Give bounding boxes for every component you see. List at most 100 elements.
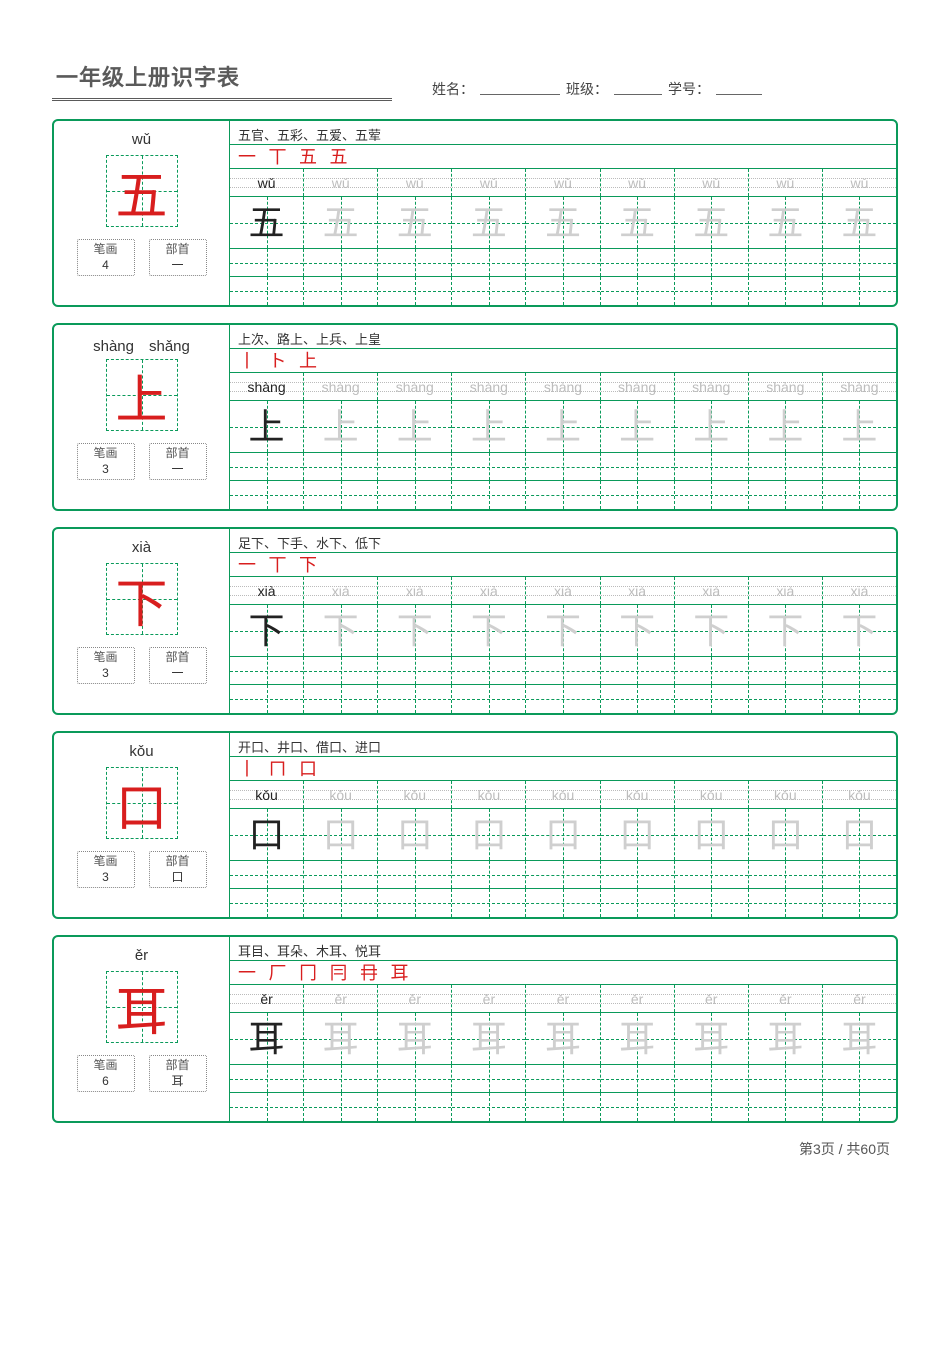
empty-cell[interactable]	[452, 685, 526, 713]
empty-cell[interactable]	[452, 277, 526, 305]
empty-cell[interactable]	[749, 1065, 823, 1092]
char-cell[interactable]: 下	[304, 605, 378, 656]
empty-cell[interactable]	[304, 1065, 378, 1092]
empty-cell[interactable]	[601, 1065, 675, 1092]
empty-cell[interactable]	[452, 657, 526, 684]
empty-cell[interactable]	[749, 453, 823, 480]
pinyin-cell[interactable]: kǒu	[378, 781, 452, 808]
empty-cell[interactable]	[304, 453, 378, 480]
empty-cell[interactable]	[823, 277, 896, 305]
empty-cell[interactable]	[823, 481, 896, 509]
char-cell[interactable]: 五	[601, 197, 675, 248]
empty-cell[interactable]	[675, 277, 749, 305]
char-cell[interactable]: 下	[823, 605, 896, 656]
char-cell[interactable]: 耳	[304, 1013, 378, 1064]
empty-cell[interactable]	[601, 453, 675, 480]
pinyin-cell[interactable]: wǔ	[452, 169, 526, 196]
pinyin-cell[interactable]: kǒu	[601, 781, 675, 808]
char-cell[interactable]: 五	[526, 197, 600, 248]
char-cell[interactable]: 五	[675, 197, 749, 248]
empty-cell[interactable]	[526, 657, 600, 684]
pinyin-cell[interactable]: shàng	[378, 373, 452, 400]
pinyin-cell[interactable]: ěr	[749, 985, 823, 1012]
empty-cell[interactable]	[526, 277, 600, 305]
empty-cell[interactable]	[230, 889, 304, 917]
empty-cell[interactable]	[823, 249, 896, 276]
empty-cell[interactable]	[378, 657, 452, 684]
char-cell[interactable]: 上	[601, 401, 675, 452]
char-cell[interactable]: 上	[749, 401, 823, 452]
char-cell[interactable]: 口	[452, 809, 526, 860]
char-cell[interactable]: 上	[452, 401, 526, 452]
empty-cell[interactable]	[230, 453, 304, 480]
empty-cell[interactable]	[452, 453, 526, 480]
empty-cell[interactable]	[526, 685, 600, 713]
pinyin-cell[interactable]: shàng	[304, 373, 378, 400]
pinyin-cell[interactable]: wǔ	[304, 169, 378, 196]
empty-cell[interactable]	[601, 657, 675, 684]
empty-cell[interactable]	[378, 1065, 452, 1092]
char-cell[interactable]: 口	[749, 809, 823, 860]
char-cell[interactable]: 下	[452, 605, 526, 656]
empty-cell[interactable]	[749, 685, 823, 713]
empty-cell[interactable]	[601, 277, 675, 305]
empty-cell[interactable]	[601, 1093, 675, 1121]
empty-cell[interactable]	[230, 685, 304, 713]
empty-cell[interactable]	[749, 1093, 823, 1121]
char-cell[interactable]: 耳	[452, 1013, 526, 1064]
empty-cell[interactable]	[675, 1093, 749, 1121]
char-cell[interactable]: 耳	[378, 1013, 452, 1064]
pinyin-cell[interactable]: ěr	[526, 985, 600, 1012]
empty-cell[interactable]	[675, 861, 749, 888]
pinyin-cell[interactable]: ěr	[304, 985, 378, 1012]
empty-cell[interactable]	[601, 481, 675, 509]
empty-cell[interactable]	[823, 453, 896, 480]
empty-cell[interactable]	[452, 889, 526, 917]
empty-cell[interactable]	[378, 481, 452, 509]
pinyin-cell[interactable]: ěr	[378, 985, 452, 1012]
empty-cell[interactable]	[749, 861, 823, 888]
empty-cell[interactable]	[675, 453, 749, 480]
empty-cell[interactable]	[823, 861, 896, 888]
char-cell[interactable]: 耳	[601, 1013, 675, 1064]
char-cell[interactable]: 上	[526, 401, 600, 452]
empty-cell[interactable]	[304, 277, 378, 305]
empty-cell[interactable]	[304, 657, 378, 684]
char-cell[interactable]: 五	[304, 197, 378, 248]
empty-cell[interactable]	[601, 685, 675, 713]
empty-cell[interactable]	[675, 249, 749, 276]
empty-cell[interactable]	[230, 277, 304, 305]
pinyin-cell[interactable]: wǔ	[601, 169, 675, 196]
empty-cell[interactable]	[230, 1065, 304, 1092]
pinyin-cell[interactable]: wǔ	[526, 169, 600, 196]
empty-cell[interactable]	[230, 249, 304, 276]
empty-cell[interactable]	[526, 249, 600, 276]
pinyin-cell[interactable]: wǔ	[378, 169, 452, 196]
empty-cell[interactable]	[304, 685, 378, 713]
empty-cell[interactable]	[304, 481, 378, 509]
pinyin-cell[interactable]: shàng	[749, 373, 823, 400]
empty-cell[interactable]	[378, 453, 452, 480]
char-cell[interactable]: 耳	[526, 1013, 600, 1064]
empty-cell[interactable]	[378, 889, 452, 917]
empty-cell[interactable]	[526, 889, 600, 917]
name-blank[interactable]	[480, 79, 560, 95]
empty-cell[interactable]	[749, 249, 823, 276]
pinyin-cell[interactable]: wǔ	[675, 169, 749, 196]
pinyin-cell[interactable]: shàng	[526, 373, 600, 400]
pinyin-cell[interactable]: ěr	[823, 985, 896, 1012]
char-cell[interactable]: 五	[452, 197, 526, 248]
empty-cell[interactable]	[823, 685, 896, 713]
pinyin-cell[interactable]: shàng	[601, 373, 675, 400]
char-cell[interactable]: 耳	[675, 1013, 749, 1064]
empty-cell[interactable]	[304, 861, 378, 888]
empty-cell[interactable]	[378, 249, 452, 276]
char-cell[interactable]: 下	[601, 605, 675, 656]
char-cell[interactable]: 口	[526, 809, 600, 860]
pinyin-cell[interactable]: kǒu	[749, 781, 823, 808]
empty-cell[interactable]	[230, 657, 304, 684]
empty-cell[interactable]	[749, 657, 823, 684]
char-cell[interactable]: 口	[823, 809, 896, 860]
char-cell[interactable]: 下	[526, 605, 600, 656]
pinyin-cell[interactable]: kǒu	[304, 781, 378, 808]
